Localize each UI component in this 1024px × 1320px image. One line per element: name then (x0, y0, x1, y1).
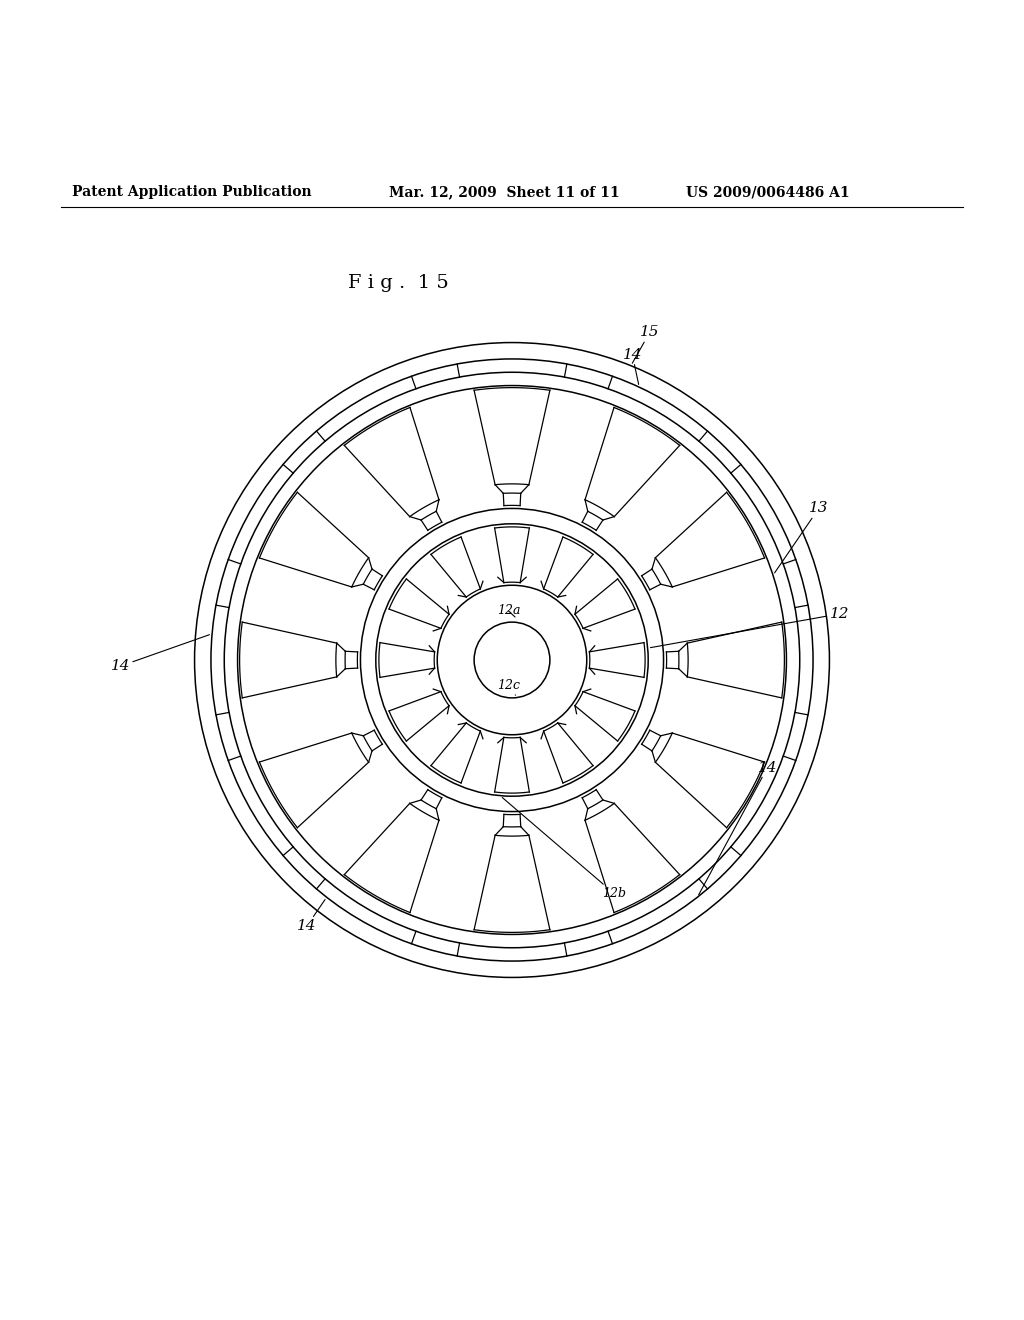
Text: 12b: 12b (502, 797, 626, 900)
Text: 12a: 12a (497, 605, 520, 618)
Text: 12: 12 (650, 607, 849, 648)
Text: 12c: 12c (497, 678, 519, 696)
Text: 13: 13 (774, 502, 828, 573)
Text: 15: 15 (632, 325, 659, 363)
Text: 14: 14 (297, 899, 325, 933)
Text: Mar. 12, 2009  Sheet 11 of 11: Mar. 12, 2009 Sheet 11 of 11 (389, 185, 620, 199)
Text: US 2009/0064486 A1: US 2009/0064486 A1 (686, 185, 850, 199)
Text: Patent Application Publication: Patent Application Publication (72, 185, 311, 199)
Text: 14: 14 (698, 760, 777, 895)
Text: 14: 14 (111, 635, 210, 673)
Text: F i g .  1 5: F i g . 1 5 (348, 275, 449, 292)
Text: 14: 14 (623, 348, 642, 384)
